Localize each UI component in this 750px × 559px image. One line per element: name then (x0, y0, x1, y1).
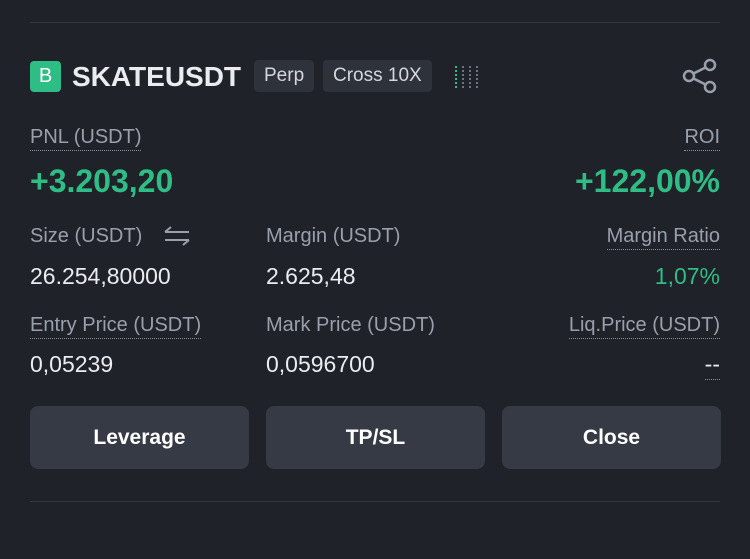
roi-value: +122,00% (574, 163, 720, 199)
button[interactable]: Leverage (30, 406, 249, 469)
field-label: Mark Price (USDT) (266, 314, 435, 336)
roi-label: ROI (684, 124, 720, 151)
pnl-value: +3.203,20 (30, 163, 174, 199)
field-label: Margin (USDT) (266, 225, 401, 247)
field-label: Size (USDT) (30, 225, 143, 247)
field-value: 1,07% (654, 263, 720, 289)
button[interactable]: TP/SL (266, 406, 485, 469)
field-value: 26.254,80000 (30, 263, 171, 289)
separator (30, 501, 720, 502)
field-value: 0,05239 (30, 351, 114, 377)
separator (30, 22, 720, 23)
bars-icon (455, 66, 478, 88)
tag: Cross 10X (323, 60, 432, 92)
button[interactable]: Close (502, 406, 721, 469)
tag: Perp (254, 60, 315, 92)
symbol: SKATEUSDT (72, 61, 242, 92)
swap-icon[interactable] (163, 224, 191, 248)
field-value: 0,0596700 (266, 351, 375, 377)
field-label: Margin Ratio (606, 223, 720, 250)
field-value: 2.625,48 (266, 263, 356, 289)
field-label: Entry Price (USDT) (30, 312, 202, 339)
pnl-label: PNL (USDT) (30, 124, 142, 151)
share-icon[interactable] (682, 58, 718, 94)
badge: B (30, 61, 61, 92)
field-value: -- (704, 349, 720, 380)
field-label: Liq.Price (USDT) (568, 312, 720, 339)
